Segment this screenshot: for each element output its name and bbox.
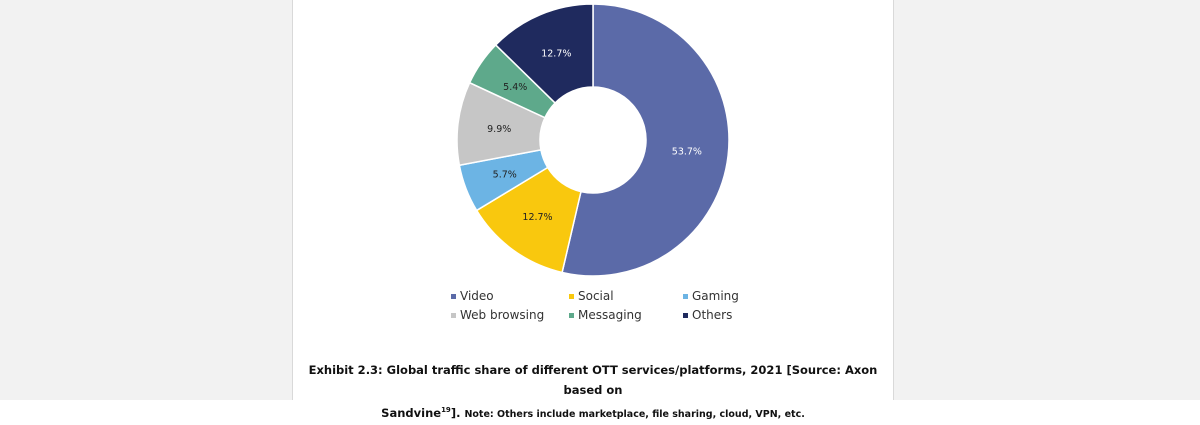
caption-line-1: Exhibit 2.3: Global traffic share of dif… [308, 363, 878, 397]
slice-others [494, 3, 594, 105]
legend-label-gaming: Gaming [692, 289, 739, 303]
legend-item-social: Social [569, 289, 614, 303]
legend-label-video: Video [460, 289, 494, 303]
caption-line-2: Sandvine19]. Note: Others include market… [293, 400, 893, 425]
legend-label-social: Social [578, 289, 614, 303]
slice-social [475, 166, 582, 274]
data-label-social: 12.7% [522, 212, 552, 223]
legend-item-gaming: Gaming [683, 289, 739, 303]
legend-swatch-web-browsing [451, 312, 456, 318]
legend-swatch-video [451, 293, 456, 299]
legend-item-others: Others [683, 308, 732, 322]
exhibit-caption: Exhibit 2.3: Global traffic share of dif… [293, 360, 893, 425]
data-label-video: 53.7% [672, 146, 702, 157]
legend-swatch-messaging [569, 312, 574, 318]
legend-label-messaging: Messaging [578, 308, 642, 322]
caption-bracket-close: ]. [450, 405, 465, 420]
caption-source-name: Sandvine [381, 405, 442, 420]
legend-label-web-browsing: Web browsing [460, 308, 545, 322]
data-label-others: 12.7% [541, 48, 571, 59]
legend-swatch-others [683, 312, 688, 318]
caption-note: Note: Others include marketplace, file s… [464, 408, 805, 420]
slice-video [561, 3, 730, 277]
data-label-web-browsing: 9.9% [487, 124, 511, 135]
legend-row-1: Video Social Gaming [451, 289, 771, 308]
data-label-gaming: 5.7% [493, 169, 517, 180]
right-gutter [894, 0, 1200, 400]
legend-item-messaging: Messaging [569, 308, 642, 322]
caption-footnote-ref: 19 [441, 406, 451, 414]
left-divider [292, 0, 293, 400]
legend-item-web-browsing: Web browsing [451, 308, 544, 322]
left-gutter [0, 0, 292, 400]
data-label-messaging: 5.4% [503, 82, 527, 93]
legend-swatch-social [569, 293, 574, 299]
right-divider [893, 0, 894, 400]
legend-swatch-gaming [683, 293, 688, 299]
legend-label-others: Others [692, 308, 733, 322]
legend-item-video: Video [451, 289, 494, 303]
donut-chart: 53.7% 12.7% 5.7% 9.9% 5.4% 12.7% [456, 3, 730, 277]
chart-legend: Video Social Gaming Web browsing Messagi… [451, 289, 771, 327]
document-panel: 53.7% 12.7% 5.7% 9.9% 5.4% 12.7% Video Social… [293, 0, 893, 420]
legend-row-2: Web browsing Messaging Others [451, 308, 771, 327]
